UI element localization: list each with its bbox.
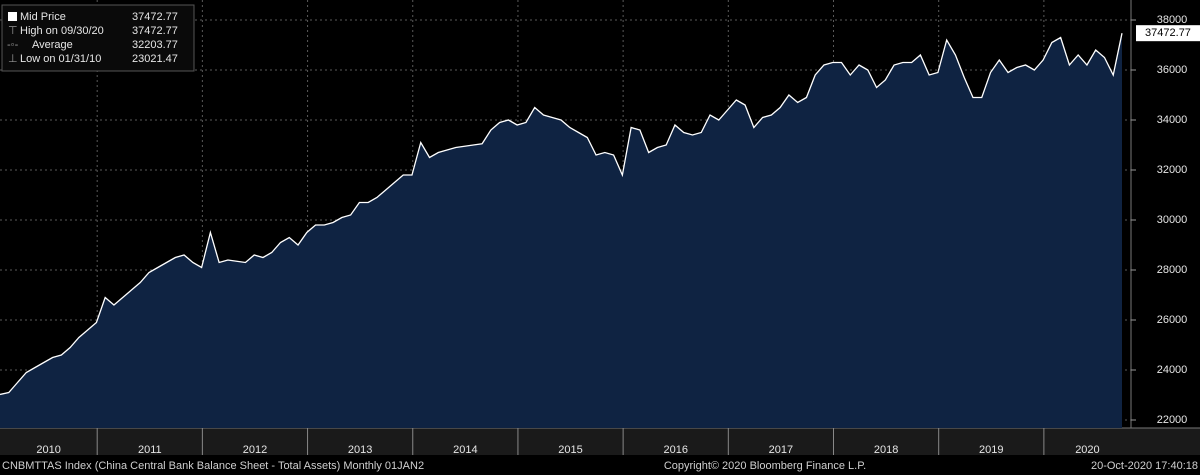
- area-fill: [0, 33, 1122, 429]
- footer-copyright: Copyright© 2020 Bloomberg Finance L.P.: [664, 460, 866, 472]
- legend-label: Average: [32, 39, 73, 51]
- last-value-label: 37472.77: [1145, 27, 1191, 39]
- legend-label: High on 09/30/20: [20, 25, 104, 37]
- y-tick-label: 26000: [1157, 314, 1188, 326]
- y-tick-label: 38000: [1157, 14, 1188, 26]
- legend-value: 32203.77: [132, 39, 178, 51]
- x-tick-label: 2013: [348, 444, 372, 456]
- x-tick-label: 2018: [874, 444, 898, 456]
- series-line: [0, 33, 1123, 396]
- legend-swatch: [8, 12, 17, 21]
- x-tick-label: 2019: [979, 444, 1003, 456]
- legend-value: 23021.47: [132, 53, 178, 65]
- x-tick-label: 2012: [243, 444, 267, 456]
- y-tick-label: 32000: [1157, 164, 1188, 176]
- x-tick-label: 2017: [769, 444, 793, 456]
- x-tick-label: 2016: [663, 444, 687, 456]
- legend-value: 37472.77: [132, 11, 178, 23]
- y-tick-label: 30000: [1157, 214, 1188, 226]
- legend: Mid Price 37472.77 ⊤ High on 09/30/20 37…: [1, 4, 195, 72]
- plot-area: [0, 0, 1131, 429]
- legend-box: [1, 4, 195, 72]
- x-tick-label: 2011: [138, 444, 162, 456]
- legend-icon: ⊤: [8, 25, 18, 37]
- y-tick-label: 22000: [1157, 414, 1188, 426]
- y-tick-label: 34000: [1157, 114, 1188, 126]
- footer-timestamp: 20-Oct-2020 17:40:18: [1091, 460, 1198, 472]
- legend-icon: -◦-: [7, 39, 19, 51]
- legend-label: Low on 01/31/10: [20, 53, 101, 65]
- legend-value: 37472.77: [132, 25, 178, 37]
- x-tick-label: 2010: [36, 444, 60, 456]
- footer-source: CNBMTTAS Index (China Central Bank Balan…: [2, 460, 424, 472]
- last-value-box: [1136, 25, 1200, 42]
- y-tick-label: 28000: [1157, 264, 1188, 276]
- x-tick-label: 2015: [558, 444, 582, 456]
- x-tick-label: 2020: [1075, 444, 1099, 456]
- legend-label: Mid Price: [20, 11, 66, 23]
- y-tick-label: 36000: [1157, 64, 1188, 76]
- x-axis-band: [0, 428, 1200, 455]
- x-tick-label: 2014: [453, 444, 477, 456]
- y-tick-label: 24000: [1157, 364, 1188, 376]
- legend-icon: ⊥: [8, 53, 18, 65]
